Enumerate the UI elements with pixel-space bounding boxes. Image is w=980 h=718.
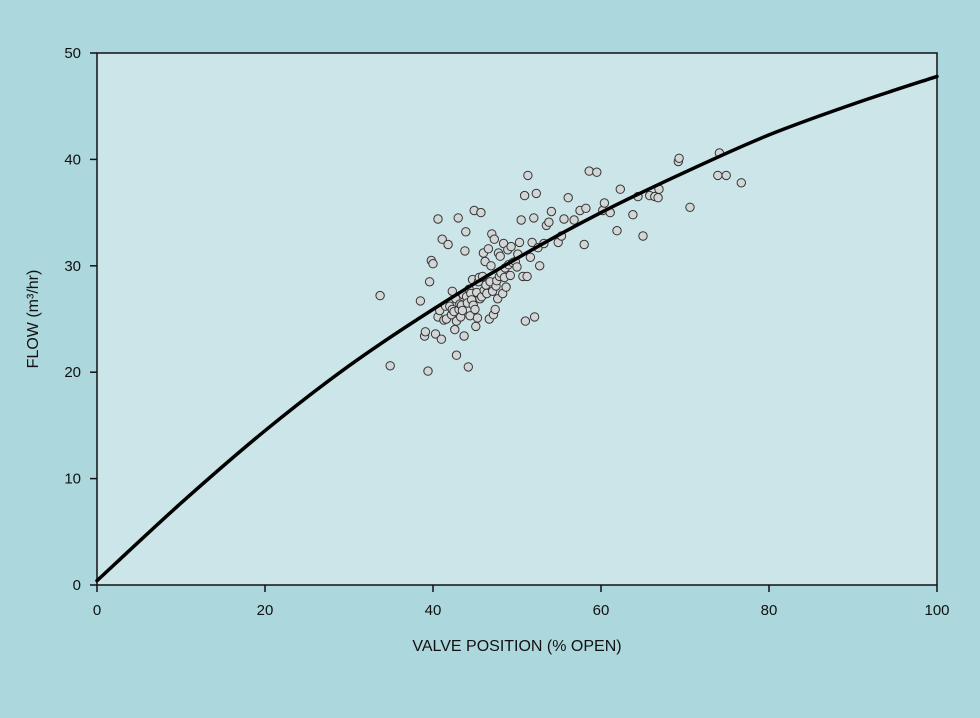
scatter-point-24 [450, 324, 460, 335]
scatter-point-71 [490, 304, 500, 315]
scatter-point-63 [483, 244, 494, 254]
scatter-point-48 [470, 304, 480, 315]
scatter-point-51 [472, 313, 483, 323]
y-tick-label-10: 10 [64, 471, 81, 488]
scatter-point-9 [430, 329, 441, 339]
y-axis-title: FLOW (m³/hr) [25, 270, 42, 369]
scatter-point-11 [433, 214, 443, 224]
scatter-point-130 [653, 193, 663, 203]
scatter-point-35 [459, 331, 469, 341]
scatter-point-90 [512, 262, 522, 272]
scatter-point-37 [461, 227, 471, 237]
x-tick-label-40: 40 [425, 602, 442, 619]
scatter-point-127 [638, 231, 648, 241]
x-tick-label-80: 80 [761, 602, 778, 619]
scatter-point-36 [460, 246, 470, 256]
scatter-point-133 [674, 153, 684, 164]
scatter-point-138 [736, 178, 746, 188]
scatter-point-92 [514, 237, 525, 248]
scatter-point-5 [423, 366, 433, 376]
y-tick-label-50: 50 [64, 45, 81, 62]
scatter-point-135 [713, 170, 723, 181]
scatter-point-83 [501, 282, 511, 292]
scatter-point-49 [471, 321, 481, 332]
scatter-point-4 [420, 327, 431, 337]
scatter-point-125 [628, 210, 638, 220]
scatter-point-101 [529, 213, 539, 223]
x-tick-label-20: 20 [257, 602, 274, 619]
scatter-point-98 [523, 170, 533, 181]
x-tick-label-0: 0 [93, 602, 101, 619]
scatter-point-6 [424, 277, 435, 287]
scatter-point-105 [535, 261, 545, 271]
scatter-point-109 [546, 206, 557, 217]
scatter-point-108 [544, 217, 554, 227]
scatter-point-1 [385, 361, 395, 371]
scatter-point-8 [428, 259, 438, 269]
scatter-point-95 [519, 190, 530, 201]
scatter-point-97 [522, 271, 532, 282]
x-tick-label-100: 100 [924, 602, 949, 619]
scatter-point-55 [476, 207, 486, 218]
scatter-point-114 [569, 215, 579, 225]
scatter-point-14 [437, 234, 447, 244]
scatter-point-123 [612, 226, 622, 236]
y-tick-label-20: 20 [64, 364, 81, 381]
scatter-point-119 [592, 167, 602, 177]
plot-area [96, 52, 938, 586]
scatter-point-2 [415, 296, 426, 306]
scatter-point-77 [495, 251, 505, 261]
scatter-point-93 [516, 215, 526, 225]
scatter-point-99 [525, 252, 536, 262]
scatter-point-40 [463, 362, 473, 372]
scatter-point-96 [520, 316, 531, 326]
scatter-point-13 [436, 334, 447, 344]
scatter-point-137 [721, 170, 731, 181]
x-tick-label-60: 60 [593, 602, 610, 619]
scatter-point-124 [615, 184, 625, 194]
scatter-point-103 [531, 188, 541, 199]
scatter-point-121 [599, 198, 610, 208]
scatter-point-134 [685, 202, 695, 213]
scatter-point-116 [579, 239, 589, 250]
y-tick-label-40: 40 [64, 151, 81, 168]
scatter-point-118 [584, 166, 594, 176]
scatter-point-102 [529, 312, 540, 322]
scatter-point-117 [581, 203, 591, 214]
fit-curve [95, 74, 939, 583]
scatter-point-112 [559, 214, 569, 224]
x-axis-ticks: 0 20 40 60 80 100 [93, 585, 950, 619]
scatter-point-66 [486, 261, 496, 271]
scatter-point-28 [453, 213, 463, 223]
y-tick-label-30: 30 [64, 258, 81, 275]
scatter-point-86 [505, 270, 515, 281]
y-tick-label-0: 0 [73, 577, 81, 594]
scatter-point-70 [489, 234, 499, 244]
scatter-point-27 [451, 350, 462, 360]
scatter-point-113 [563, 193, 573, 203]
y-axis-ticks: 0 10 20 30 40 50 [64, 45, 97, 594]
scatter-point-0 [375, 290, 385, 301]
scatter-point-18 [443, 239, 453, 250]
scatter-point-33 [457, 305, 468, 316]
scatter-point-87 [506, 241, 516, 252]
scatter-point-100 [527, 237, 537, 248]
x-axis-title: VALVE POSITION (% OPEN) [412, 638, 621, 655]
